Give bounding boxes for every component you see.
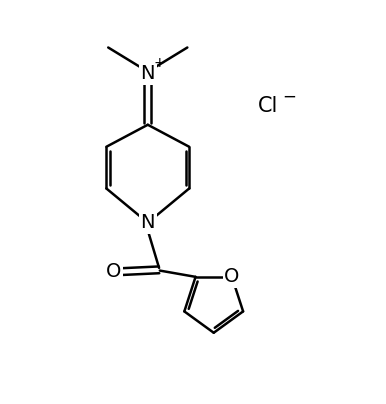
Text: O: O (106, 262, 122, 281)
Text: Cl: Cl (258, 96, 279, 116)
Text: −: − (282, 88, 296, 105)
Text: +: + (153, 56, 165, 69)
Text: N: N (141, 64, 155, 83)
Text: N: N (141, 213, 155, 232)
Text: O: O (224, 267, 240, 286)
